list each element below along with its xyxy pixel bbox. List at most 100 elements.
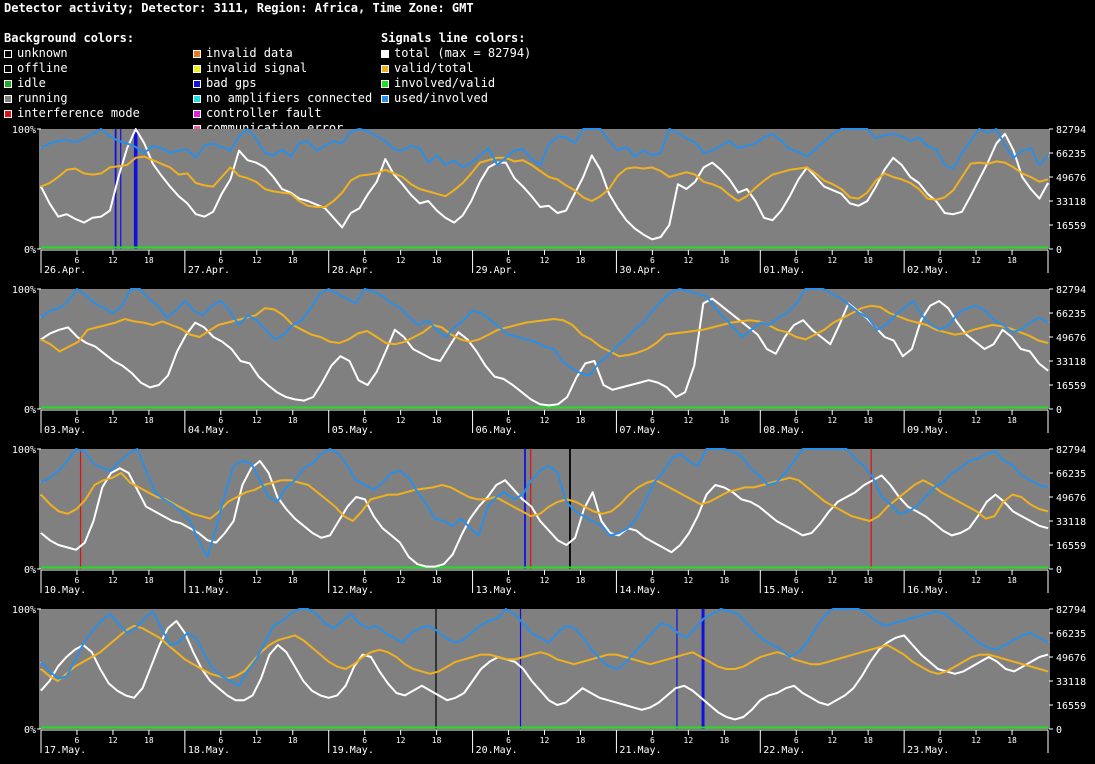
day-label: 16.May. [907, 585, 949, 596]
hour-label: 18 [576, 256, 586, 265]
hour-label: 6 [362, 256, 367, 265]
hour-label: 12 [971, 736, 981, 745]
right-tick-label: 33118 [1056, 517, 1086, 528]
hour-label: 12 [108, 736, 118, 745]
legend-signal-colors: Signals line colors: total (max = 82794)… [381, 31, 531, 106]
running-background [41, 129, 1048, 249]
right-tick-label: 49676 [1056, 173, 1086, 184]
offline-event [569, 449, 571, 569]
hour-label: 6 [650, 416, 655, 425]
hour-label: 12 [684, 256, 694, 265]
hour-label: 18 [1007, 256, 1017, 265]
legend-bg-label: invalid signal [206, 61, 308, 75]
day-label: 26.Apr. [44, 265, 86, 276]
hour-label: 12 [108, 256, 118, 265]
hour-label: 6 [218, 416, 223, 425]
legend-bg-label: no amplifiers connected [206, 91, 373, 105]
hour-label: 12 [252, 576, 262, 585]
right-tick-label: 16559 [1056, 381, 1086, 392]
legend-bg-label: interference mode [17, 106, 140, 120]
running-background [41, 609, 1048, 729]
right-tick-label: 16559 [1056, 221, 1086, 232]
legend-bg-label: unknown [17, 46, 68, 60]
hour-label: 18 [720, 256, 730, 265]
hour-label: 12 [540, 576, 550, 585]
hour-label: 6 [794, 576, 799, 585]
valid-total-line [40, 304, 1049, 358]
valid-total-line [40, 155, 1049, 208]
day-label: 09.May. [907, 425, 949, 436]
day-label: 07.May. [619, 425, 661, 436]
legend-bg-item: running [4, 91, 140, 106]
legend-background-colors: Background colors: unknown offline idle run… [4, 31, 140, 121]
right-tick-label: 0 [1056, 405, 1062, 416]
running-background [41, 289, 1048, 409]
legend-bg-item: bad gps [193, 76, 372, 91]
total-line [40, 620, 1049, 721]
day-label: 01.May. [763, 265, 805, 276]
hour-label: 18 [288, 416, 298, 425]
hour-label: 18 [576, 576, 586, 585]
hour-label: 6 [218, 736, 223, 745]
legend-bg-item: idle [4, 76, 140, 91]
used-involved-line [40, 128, 1049, 170]
legend-bg-swatch [193, 49, 201, 58]
right-tick-label: 16559 [1056, 541, 1086, 552]
left-tick-label: 0% [24, 405, 36, 416]
legend-bg-swatch [4, 94, 12, 103]
chart-title: Detector activity; Detector: 3111, Regio… [4, 1, 474, 15]
hour-label: 6 [938, 256, 943, 265]
legend-signal-swatch [381, 49, 389, 58]
hour-label: 6 [506, 416, 511, 425]
day-label: 06.May. [476, 425, 518, 436]
hour-label: 12 [684, 736, 694, 745]
legend-signal-item: total (max = 82794) [381, 46, 531, 61]
day-label: 11.May. [188, 585, 230, 596]
hour-label: 12 [108, 576, 118, 585]
hour-label: 18 [1007, 576, 1017, 585]
legend-bg-item: offline [4, 61, 140, 76]
right-tick-label: 66235 [1056, 629, 1086, 640]
hour-label: 18 [1007, 736, 1017, 745]
hour-label: 18 [863, 736, 873, 745]
right-tick-label: 49676 [1056, 333, 1086, 344]
legend-signal-item: used/involved [381, 91, 531, 106]
legend-bg-item: invalid data [193, 46, 372, 61]
bad-gps-event [519, 609, 522, 729]
hour-label: 6 [650, 576, 655, 585]
right-tick-label: 33118 [1056, 677, 1086, 688]
interference-event [79, 449, 82, 569]
hour-label: 6 [650, 256, 655, 265]
hour-label: 6 [506, 256, 511, 265]
legend-bg-label: running [17, 91, 68, 105]
legend-signal-item: involved/valid [381, 76, 531, 91]
right-tick-label: 82794 [1056, 125, 1086, 136]
hour-label: 18 [576, 416, 586, 425]
legend-sig-title: Signals line colors: [381, 31, 526, 45]
panel-1 [37, 128, 1053, 273]
day-label: 21.May. [619, 745, 661, 756]
hour-label: 6 [794, 736, 799, 745]
hour-label: 6 [938, 576, 943, 585]
hour-label: 18 [432, 576, 442, 585]
hour-label: 6 [75, 736, 80, 745]
day-label: 04.May. [188, 425, 230, 436]
hour-label: 6 [938, 736, 943, 745]
right-tick-label: 49676 [1056, 493, 1086, 504]
hour-label: 18 [576, 736, 586, 745]
hour-label: 12 [540, 416, 550, 425]
legend-bg-swatch [193, 64, 201, 73]
valid-total-line [40, 472, 1049, 522]
hour-label: 18 [432, 736, 442, 745]
hour-label: 12 [396, 256, 406, 265]
hour-label: 18 [720, 576, 730, 585]
legend-signal-label: valid/total [394, 61, 474, 75]
legend-bg-item: interference mode [4, 106, 140, 121]
day-label: 30.Apr. [619, 265, 661, 276]
hour-label: 12 [827, 256, 837, 265]
left-tick-label: 0% [24, 725, 36, 736]
hour-label: 12 [827, 736, 837, 745]
hour-label: 18 [288, 256, 298, 265]
hour-label: 6 [362, 576, 367, 585]
panel-4 [37, 608, 1053, 753]
